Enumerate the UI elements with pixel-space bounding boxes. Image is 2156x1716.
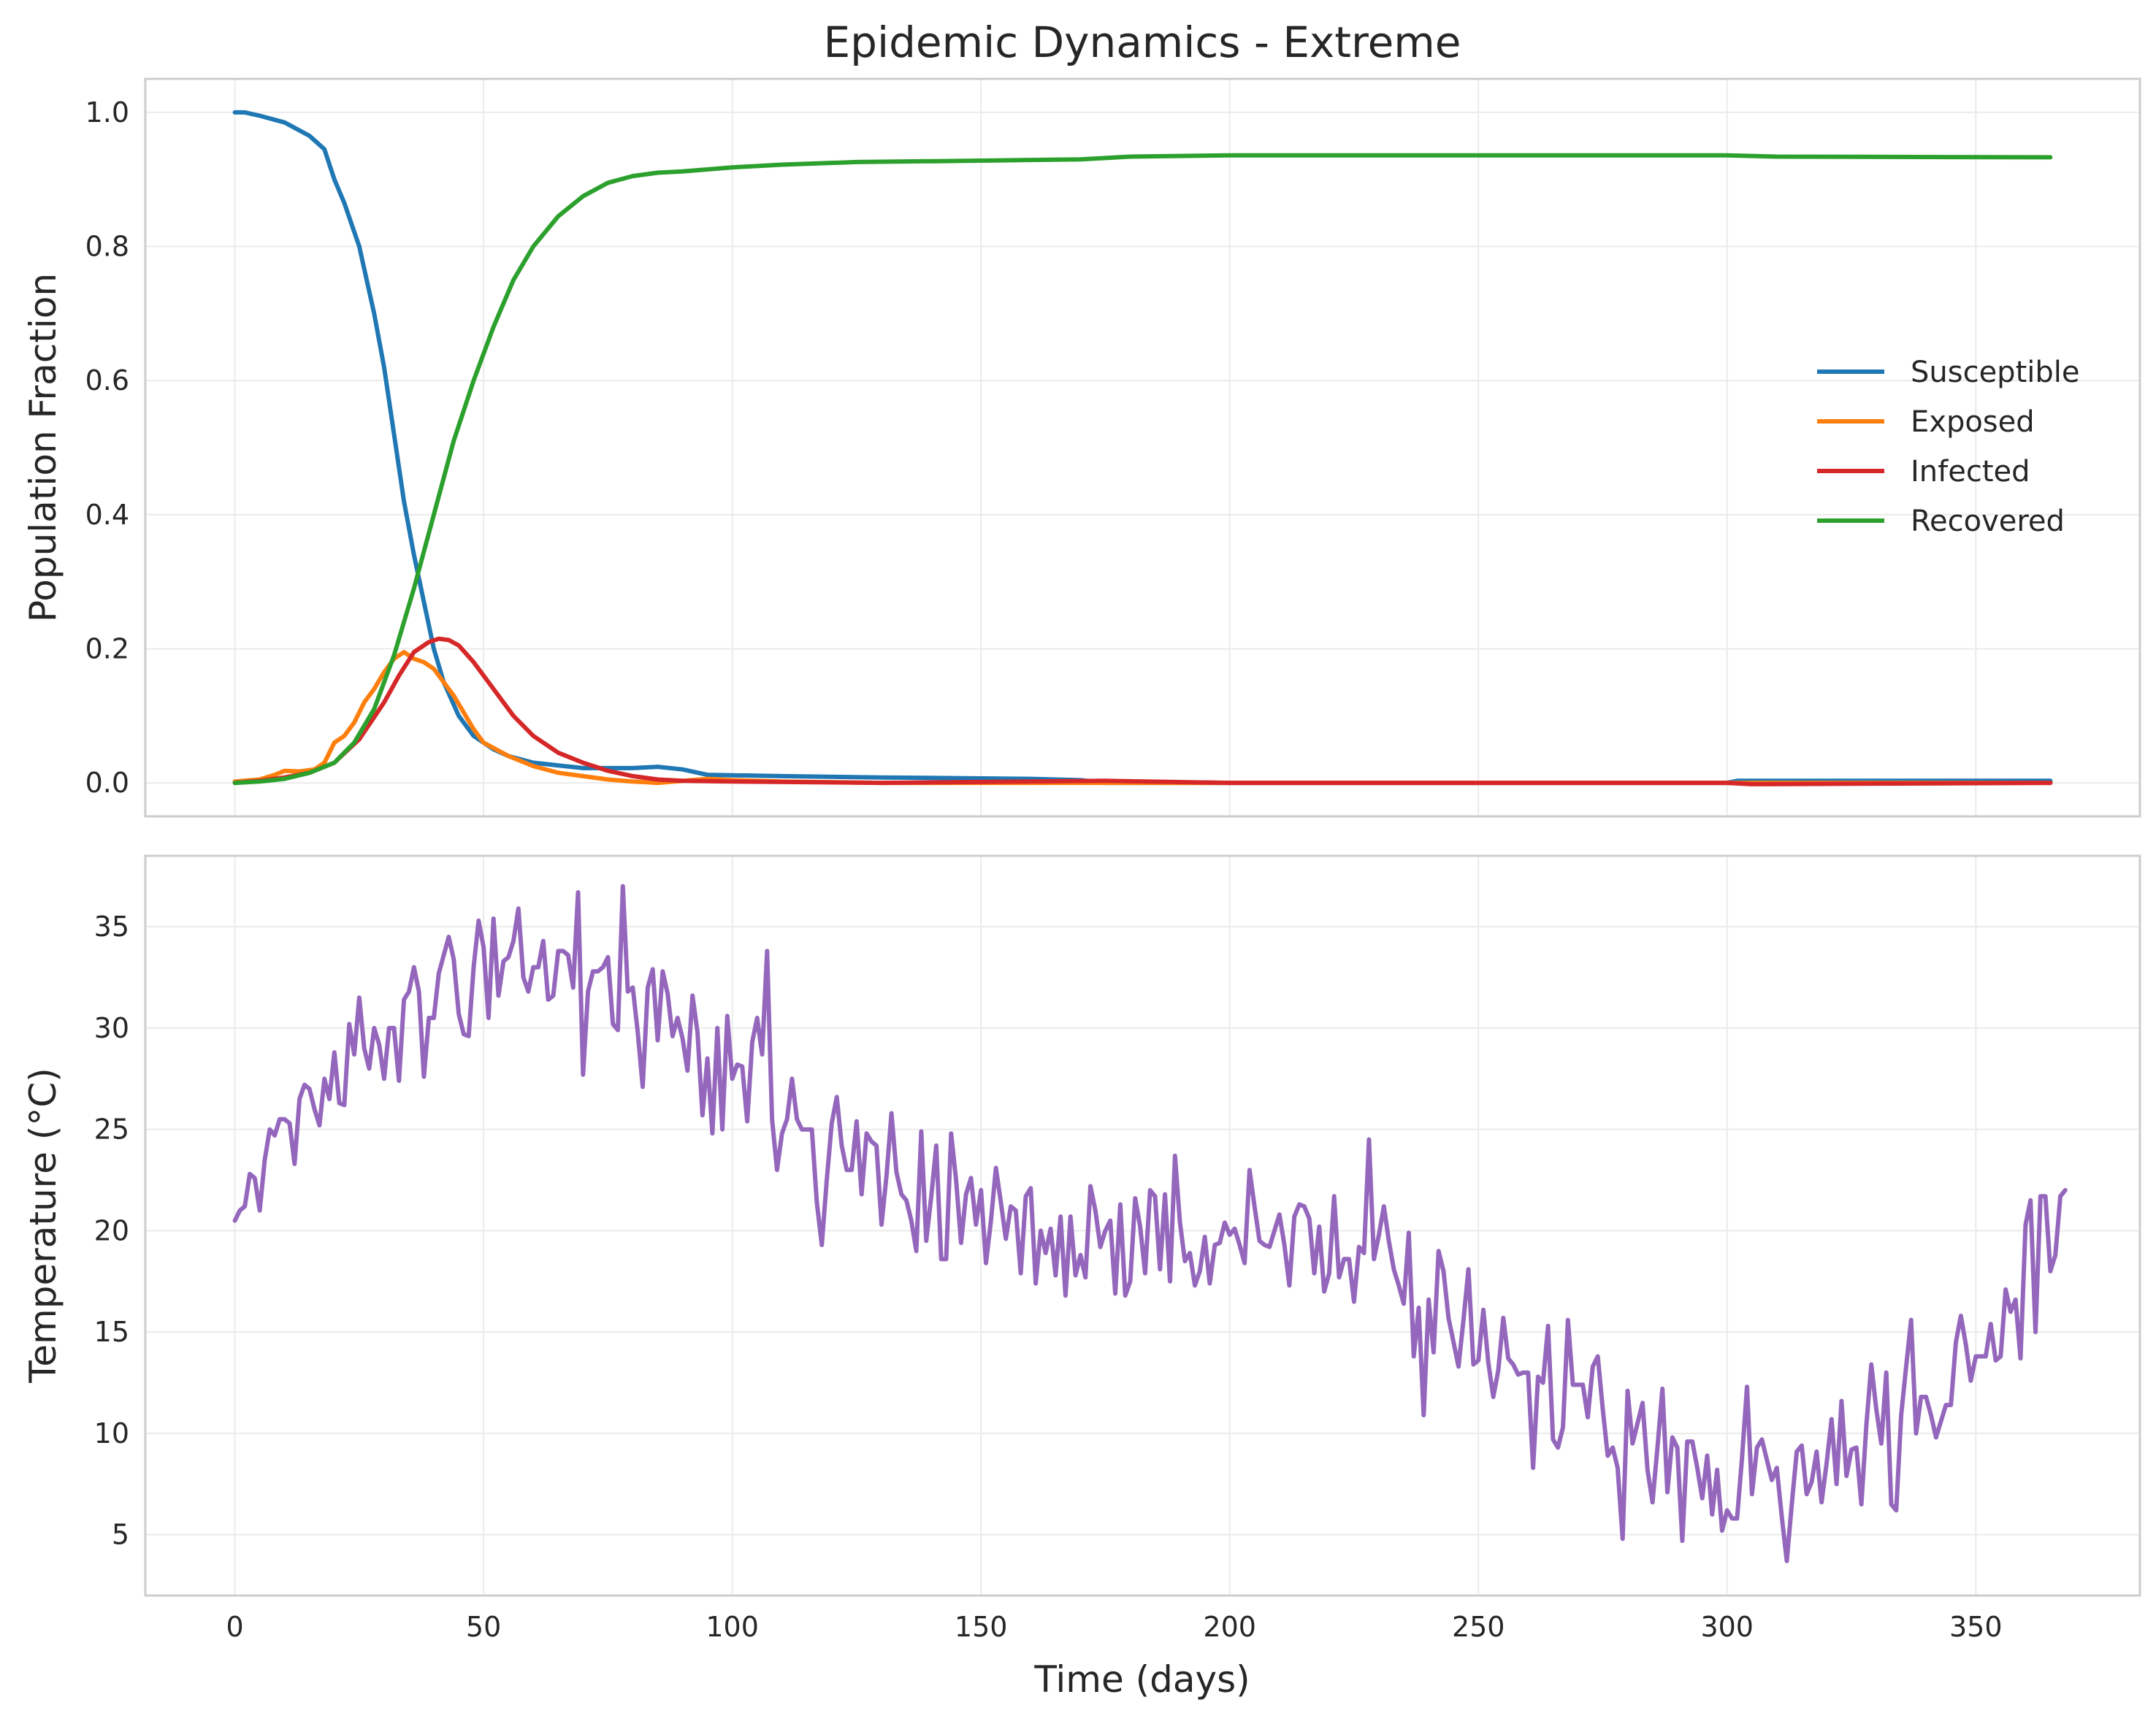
top-axes-frame bbox=[144, 77, 2141, 818]
top-y-tick-label: 0.8 bbox=[85, 231, 129, 263]
legend-label: Infected bbox=[1911, 455, 2030, 489]
top-y-tick-label: 1.0 bbox=[85, 96, 129, 129]
bottom-y-tick-label: 5 bbox=[112, 1519, 129, 1551]
legend-item-exposed: Exposed bbox=[1817, 405, 2035, 439]
susceptible-series-line bbox=[232, 110, 2053, 786]
bottom-y-tick-label: 20 bbox=[94, 1214, 129, 1246]
bottom-y-tick-label: 10 bbox=[94, 1417, 129, 1449]
x-tick-label: 350 bbox=[1949, 1611, 2003, 1643]
legend-item-infected: Infected bbox=[1817, 455, 2030, 489]
top-y-tick-label: 0.2 bbox=[85, 632, 129, 664]
epidemic-panel: 0.0 0.2 0.4 0.6 0.8 1.0 Epidemic Dynamics - E… bbox=[22, 18, 2141, 818]
legend-item-recovered: Recovered bbox=[1817, 505, 2065, 538]
legend-label: Exposed bbox=[1911, 405, 2035, 439]
bottom-grid bbox=[145, 856, 2140, 1596]
x-tick-label: 250 bbox=[1452, 1611, 1505, 1643]
top-y-tick-label: 0.6 bbox=[85, 364, 129, 397]
temperature-series-line bbox=[232, 884, 2068, 1563]
bottom-y-tick-label: 25 bbox=[94, 1114, 129, 1146]
bottom-y-tick-label: 30 bbox=[94, 1012, 129, 1044]
bottom-x-tick-labels: 0 50 100 150 200 250 300 350 bbox=[226, 1611, 2002, 1643]
top-grid bbox=[145, 79, 2140, 816]
bottom-y-tick-label: 35 bbox=[94, 911, 129, 943]
legend-label: Susceptible bbox=[1911, 356, 2079, 389]
legend-label: Recovered bbox=[1911, 505, 2065, 538]
bottom-y-axis-label: Temperature (°C) bbox=[22, 1068, 64, 1384]
chart-title: Epidemic Dynamics - Extreme bbox=[824, 18, 1461, 67]
legend: Susceptible Exposed Infected Recovered bbox=[1817, 356, 2079, 538]
x-tick-label: 0 bbox=[226, 1611, 243, 1643]
bottom-series-group bbox=[232, 884, 2068, 1563]
bottom-axes-frame bbox=[144, 854, 2141, 1597]
top-y-axis-label: Population Fraction bbox=[22, 273, 64, 622]
temperature-panel: 5 10 15 20 25 30 35 0 50 100 150 200 250 300 350 Time… bbox=[22, 854, 2141, 1701]
recovered-series-line bbox=[232, 153, 2053, 786]
top-y-tick-label: 0.0 bbox=[85, 767, 129, 799]
top-y-tick-label: 0.4 bbox=[85, 499, 129, 531]
x-tick-label: 200 bbox=[1203, 1611, 1256, 1643]
legend-item-susceptible: Susceptible bbox=[1817, 356, 2079, 389]
top-series-group bbox=[232, 110, 2053, 786]
x-tick-label: 50 bbox=[466, 1611, 501, 1643]
x-tick-label: 300 bbox=[1700, 1611, 1754, 1643]
x-tick-label: 100 bbox=[706, 1611, 759, 1643]
top-y-tick-labels: 0.0 0.2 0.4 0.6 0.8 1.0 bbox=[85, 96, 129, 799]
x-axis-label: Time (days) bbox=[1033, 1658, 1250, 1701]
bottom-y-tick-label: 15 bbox=[94, 1316, 129, 1348]
exposed-series-line bbox=[232, 650, 2053, 786]
bottom-y-tick-labels: 5 10 15 20 25 30 35 bbox=[94, 911, 129, 1551]
x-tick-label: 150 bbox=[955, 1611, 1008, 1643]
